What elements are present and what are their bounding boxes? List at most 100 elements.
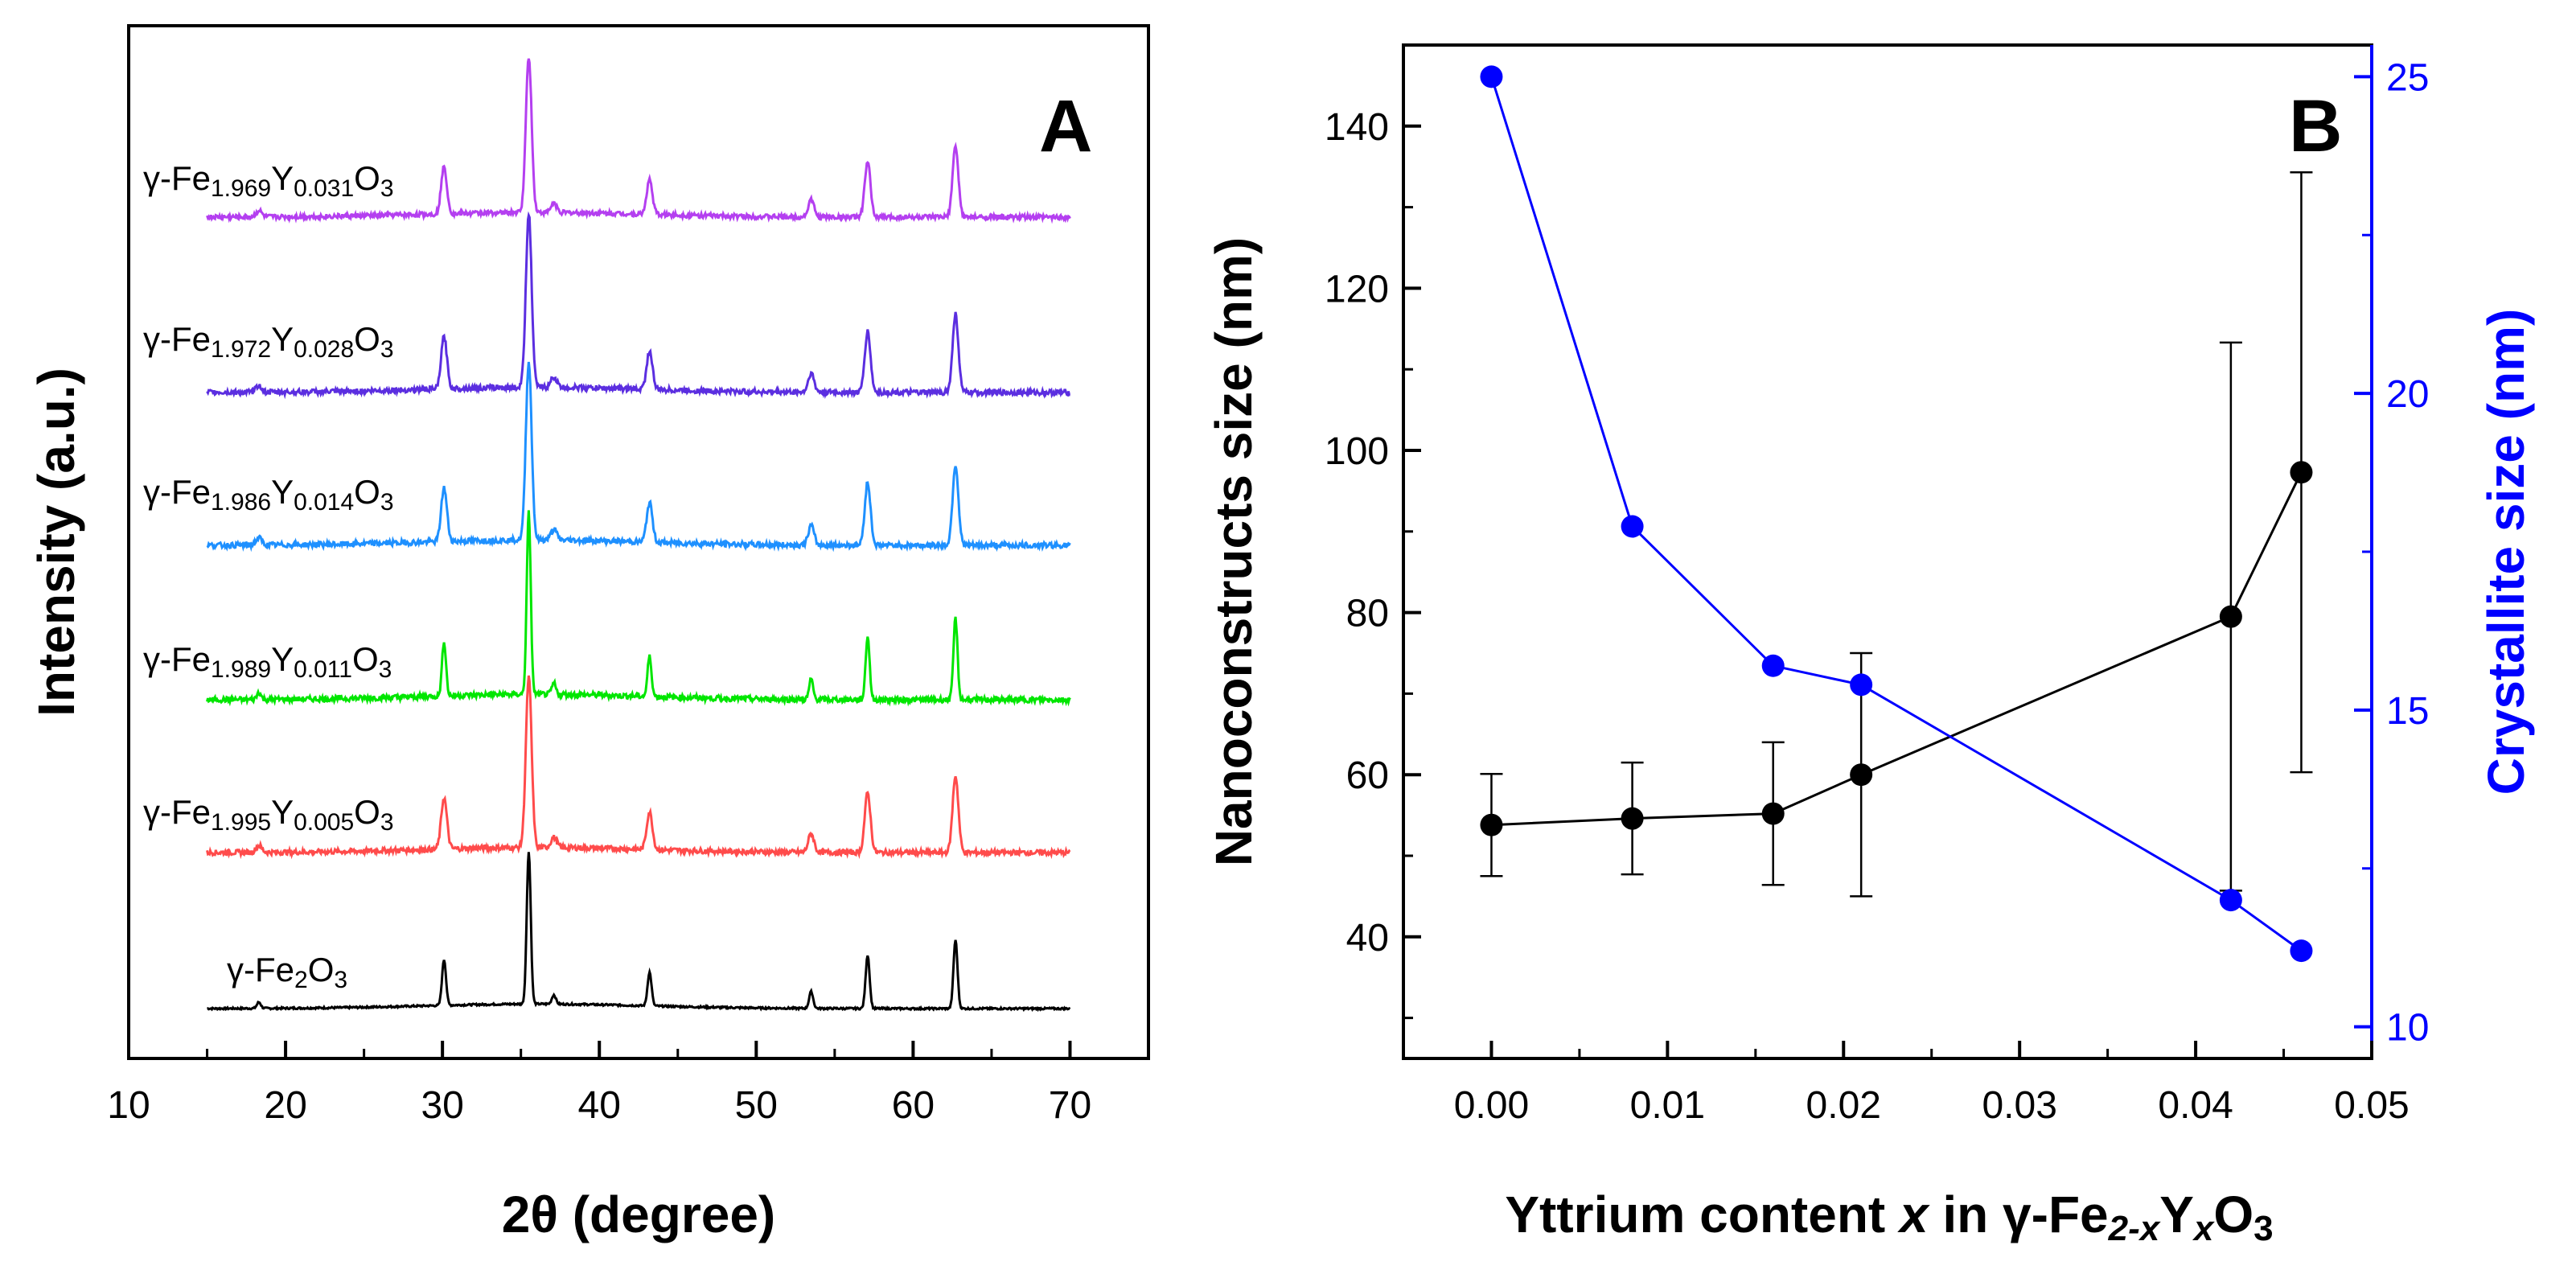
panel-a-series-label-part: γ-Fe (227, 951, 294, 988)
panel-a-series-label-part: 1.972 (211, 336, 271, 363)
panel-b-x-title-part: x (1897, 1186, 1930, 1243)
panel-a-series-line (206, 58, 1071, 224)
panel-b-nanoconstructs-point (1761, 802, 1785, 825)
panel-b-crystallite-point (1850, 673, 1873, 697)
panel-a-x-tick-label: 40 (578, 1084, 621, 1127)
panel-b-crystallite-point (1480, 65, 1503, 88)
panel-b-x-tick-label: 0.00 (1454, 1084, 1529, 1127)
panel-a-y-axis-title: Intensity (a.u.) (27, 368, 85, 717)
panel-b-left-tick-label: 100 (1325, 430, 1389, 473)
panel-b-x-title-part: Yttrium content (1505, 1186, 1900, 1243)
panel-b-left-y-ticks: 40 60 80 100 120 140 (1325, 43, 1421, 1020)
panel-a-x-tick-label: 10 (107, 1084, 150, 1127)
panel-b-right-y-ticks: 10 15 20 25 (2354, 56, 2429, 1050)
panel-a-series-label-part: 3 (380, 175, 394, 202)
panel-b-left-tick-label: 40 (1346, 917, 1389, 960)
panel-b-nanoconstructs-point (1621, 807, 1644, 830)
panel-b-x-tick-label: 0.03 (1982, 1084, 2056, 1127)
panel-a-series-line (207, 852, 1071, 1013)
panel-b-x-title-part: 3 (2253, 1209, 2273, 1248)
panel-b-series-group (1480, 65, 2313, 963)
panel-b-left-tick-label: 60 (1346, 754, 1389, 797)
panel-b-right-tick-label: 25 (2386, 56, 2429, 99)
panel-a-series-label-part: γ-Fe (143, 793, 211, 831)
panel-a-series-label: γ-Fe1.986Y0.014O3 (143, 473, 394, 516)
panel-a-series-label-part: γ-Fe (143, 320, 211, 358)
panel-a-series-line (206, 510, 1071, 707)
panel-b-nanoconstructs-point (2290, 461, 2313, 484)
panel-a-x-title-suffix: (degree) (558, 1186, 775, 1243)
panel-a-series-label-part: 0.005 (294, 809, 354, 836)
panel-b-right-y-axis-title: Crystallite size (nm) (2477, 309, 2535, 795)
panel-a-series-labels: γ-Fe2O3γ-Fe1.995Y0.005O3γ-Fe1.989Y0.011O… (143, 159, 394, 993)
panel-a-series-label-part: 1.986 (211, 489, 271, 516)
panel-a-series-label-part: 0.028 (294, 336, 354, 363)
panel-a-series-line (206, 211, 1070, 400)
panel-a-x-tick-label: 30 (421, 1084, 463, 1127)
panel-a-series-label-part: 3 (380, 336, 394, 363)
panel-b-crystallite-point (1621, 515, 1644, 538)
panel-b-x-title-part: Y (2159, 1186, 2194, 1243)
panel-b-x-title-part: 2-x (2108, 1209, 2161, 1248)
panel-b-left-y-axis-title: Nanoconstructs size (nm) (1205, 237, 1263, 866)
panel-a-series-label-part: O (308, 951, 335, 988)
panel-a-x-tick-label: 60 (892, 1084, 935, 1127)
panel-a-series-label-part: γ-Fe (143, 473, 211, 511)
panel-a-x-axis-title: 2θ (degree) (502, 1186, 775, 1243)
panel-a-series-label-part: 1.989 (211, 656, 271, 683)
panel-a-series-label-part: Y (271, 793, 294, 831)
panel-a-series-label-part: O (354, 320, 380, 358)
panel-a-series-label-part: 0.031 (294, 175, 354, 202)
panel-a-series-label-part: O (354, 159, 380, 197)
panel-b-nanoconstructs-point (1480, 813, 1503, 836)
panel-a-series-line (206, 675, 1071, 860)
panel-b-crystallite-point (2219, 889, 2242, 912)
panel-b-crystallite-point (2290, 939, 2313, 963)
panel-b-crystallite-line (1490, 76, 2303, 952)
panel-b-x-title-part: x (2192, 1209, 2215, 1248)
panel-a-series-line (206, 361, 1071, 553)
panel-a-x-title-theta: θ (530, 1186, 558, 1243)
panel-a-series-label-part: 0.011 (294, 656, 352, 683)
panel-a-series-label-part: Y (271, 320, 294, 358)
panel-a-series-label: γ-Fe1.969Y0.031O3 (143, 159, 394, 202)
panel-a-letter: A (1039, 85, 1092, 167)
panel-a-series-label-part: 3 (334, 967, 347, 993)
panel-a-series-label-part: 3 (379, 656, 392, 683)
panel-b-letter: B (2289, 85, 2342, 167)
panel-b-right-tick-label: 20 (2386, 373, 2429, 416)
panel-a-plot-frame (127, 24, 1150, 1060)
panel-a-series-label: γ-Fe1.989Y0.011O3 (143, 640, 392, 683)
panel-b-x-tick-label: 0.05 (2334, 1084, 2409, 1127)
panel-a-series-label-part: 3 (380, 489, 394, 516)
panel-a-series-label: γ-Fe2O3 (227, 951, 347, 993)
panel-b-nanoconstructs-line (1491, 471, 2303, 827)
panel-b-size-chart: 0.00 0.01 0.02 0.03 0.04 0.05 40 60 80 100 120 140… (1205, 43, 2535, 1248)
panel-a-x-tick-label: 70 (1049, 1084, 1091, 1127)
panel-a-series-label-part: O (354, 473, 380, 511)
panel-b-x-ticks: 0.00 0.01 0.02 0.03 0.04 0.05 (1402, 1041, 2410, 1127)
panel-b-nanoconstructs-point (2219, 605, 2242, 628)
panel-a-series-label-part: Y (271, 473, 294, 511)
panel-a-x-tick-label: 50 (735, 1084, 778, 1127)
panel-b-left-tick-label: 80 (1346, 593, 1389, 635)
panel-a-series-group (206, 58, 1071, 1013)
panel-a-series-label-part: Y (271, 640, 294, 678)
panel-b-x-tick-label: 0.02 (1806, 1084, 1881, 1127)
panel-a-series-label: γ-Fe1.995Y0.005O3 (143, 793, 394, 836)
panel-b-nanoconstructs-point (1850, 763, 1873, 787)
panel-a-series-label: γ-Fe1.972Y0.028O3 (143, 320, 394, 363)
panel-a-series-label-part: 1.969 (211, 175, 271, 202)
panel-a-x-tick-label: 20 (264, 1084, 306, 1127)
panel-b-x-tick-label: 0.04 (2158, 1084, 2233, 1127)
panel-a-series-label-part: 2 (294, 967, 308, 993)
panel-a-series-label-part: O (352, 640, 379, 678)
panel-b-right-tick-label: 10 (2386, 1007, 2429, 1050)
panel-a-series-label-part: 0.014 (294, 489, 354, 516)
panel-a-series-label-part: 1.995 (211, 809, 271, 836)
panel-b-crystallite-point (1761, 654, 1785, 677)
panel-b-left-tick-label: 120 (1325, 268, 1389, 310)
panel-b-right-tick-label: 15 (2386, 690, 2429, 733)
panel-a-series-label-part: Y (271, 159, 294, 197)
panel-a-series-label-part: γ-Fe (143, 159, 211, 197)
